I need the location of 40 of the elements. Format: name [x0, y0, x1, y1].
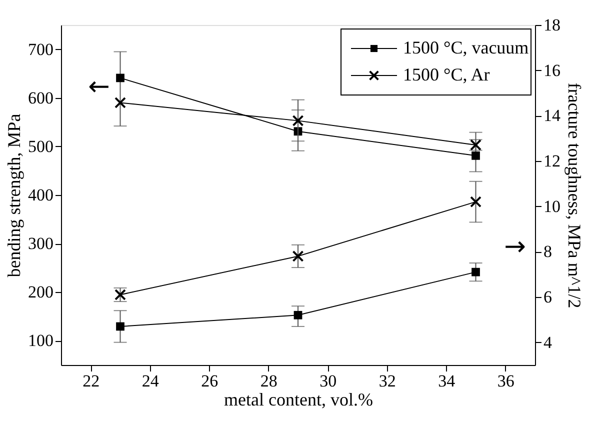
point — [292, 114, 304, 126]
y2-tick-label: 8 — [544, 242, 552, 262]
y2-tick-label: 14 — [544, 106, 561, 126]
point — [116, 74, 124, 82]
y-axis-title: bending strength, MPa — [4, 114, 24, 278]
y2-tick-label: 4 — [544, 332, 552, 352]
annotation: ← — [88, 72, 110, 102]
y-tick-label: 200 — [28, 282, 54, 302]
point — [116, 322, 124, 331]
y-tick-label: 700 — [28, 40, 54, 59]
y-tick-label: 100 — [28, 331, 54, 350]
point — [470, 196, 482, 208]
legend-label: 1500 °C, Ar — [403, 64, 490, 84]
x-axis-title: metal content, vol.% — [224, 390, 373, 410]
x-tick-label: 32 — [378, 372, 396, 390]
y2-tick-label: 12 — [544, 152, 560, 170]
y-tick-label: 300 — [28, 234, 54, 254]
point — [472, 151, 480, 160]
y-tick-label: 500 — [28, 136, 54, 156]
y2-tick-label: 10 — [544, 196, 560, 216]
point — [470, 139, 482, 151]
point — [114, 96, 126, 108]
annotation: → — [504, 232, 526, 262]
point — [294, 310, 302, 320]
x-tick-label: 28 — [260, 372, 278, 390]
x-tick-label: 36 — [497, 372, 514, 390]
point — [292, 250, 304, 262]
y2-tick-label: 18 — [544, 16, 560, 34]
y2-axis-title: fracture toughness, MPa m^1/2 — [564, 82, 584, 308]
y-tick-label: 600 — [28, 88, 54, 108]
x-tick-label: 34 — [438, 372, 456, 390]
y-tick-label: 400 — [28, 186, 54, 204]
x-tick-label: 24 — [142, 372, 160, 390]
x-tick-label: 30 — [320, 372, 337, 390]
legend-label: 1500 °C, vacuum — [403, 38, 529, 58]
y2-tick-label: 16 — [544, 60, 560, 80]
y2-tick-label: 6 — [544, 288, 552, 306]
x-tick-label: 26 — [201, 372, 218, 390]
x-tick-label: 22 — [82, 372, 100, 390]
point — [472, 268, 480, 276]
